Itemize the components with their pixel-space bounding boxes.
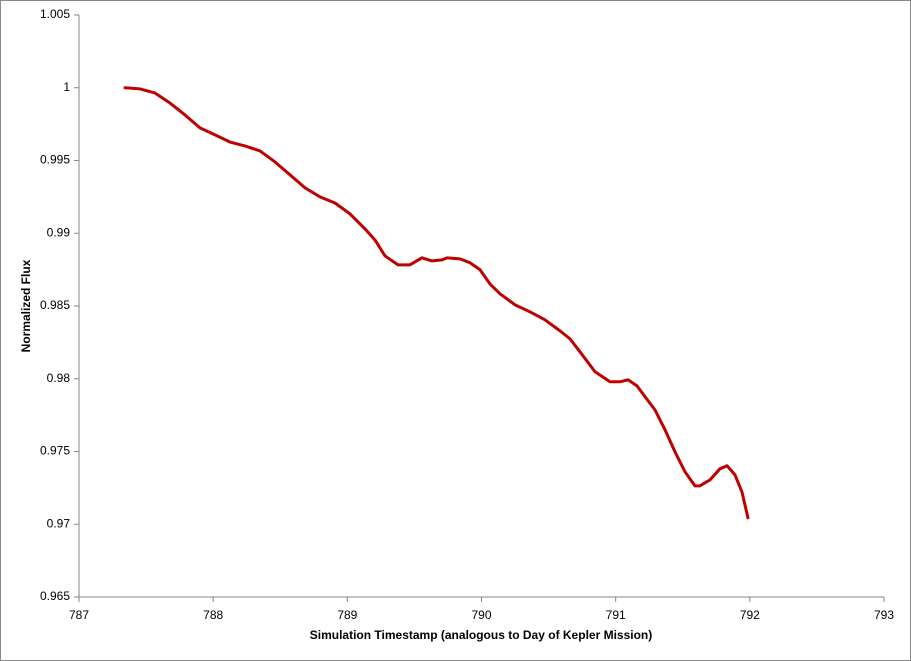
y-tick-label: 0.965 — [40, 589, 70, 603]
x-tick-label: 789 — [337, 608, 357, 622]
y-tick-label: 0.97 — [47, 516, 71, 530]
x-tick-label: 787 — [69, 608, 89, 622]
x-axis-title: Simulation Timestamp (analogous to Day o… — [310, 628, 653, 642]
x-tick-label: 788 — [203, 608, 223, 622]
x-tick-label: 790 — [471, 608, 491, 622]
y-tick-label: 0.985 — [40, 298, 70, 312]
y-tick-label: 0.995 — [40, 153, 70, 167]
x-tick-label: 793 — [874, 608, 894, 622]
data-line — [123, 86, 750, 520]
x-tick-label: 791 — [606, 608, 626, 622]
y-tick-label: 1.005 — [40, 7, 70, 21]
y-tick-label: 0.99 — [47, 225, 71, 239]
y-tick-label: 0.975 — [40, 444, 70, 458]
x-tick-label: 792 — [740, 608, 760, 622]
y-tick-label: 1 — [63, 80, 70, 94]
y-axis-title: Normalized Flux — [19, 259, 33, 352]
y-tick-label: 0.98 — [47, 371, 71, 385]
